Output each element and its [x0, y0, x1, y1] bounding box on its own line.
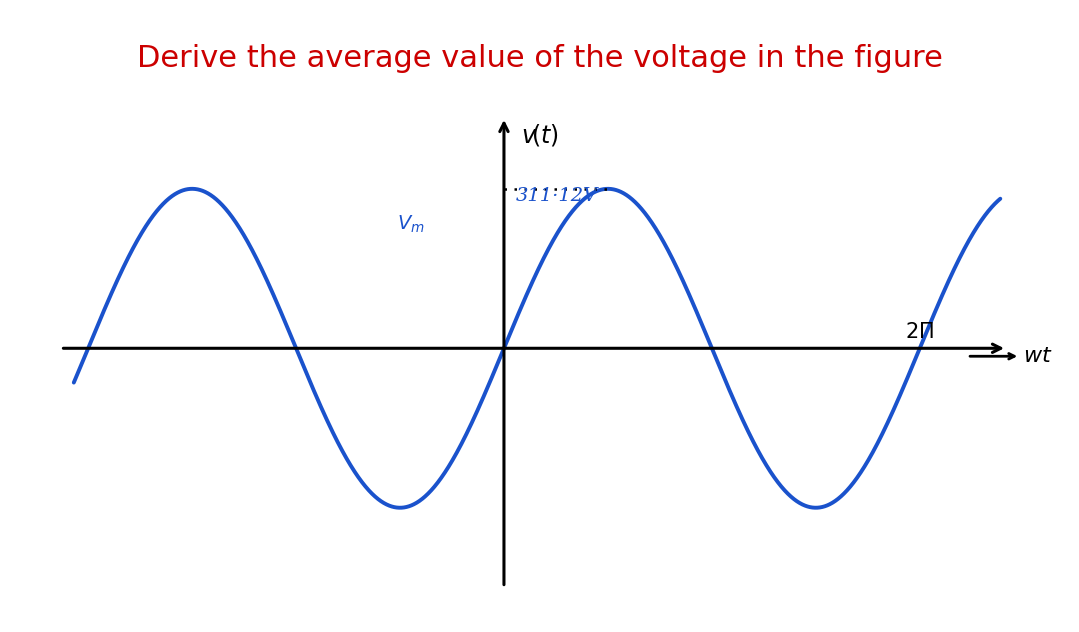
Text: $v\!\left(t\right)$: $v\!\left(t\right)$: [520, 122, 558, 148]
Text: $2\Pi$: $2\Pi$: [905, 322, 934, 342]
Text: Derive the average value of the voltage in the figure: Derive the average value of the voltage …: [137, 44, 942, 73]
Text: 311·12V: 311·12V: [516, 187, 598, 205]
Text: $wt$: $wt$: [1024, 345, 1053, 367]
Text: $V_m$: $V_m$: [397, 213, 424, 234]
